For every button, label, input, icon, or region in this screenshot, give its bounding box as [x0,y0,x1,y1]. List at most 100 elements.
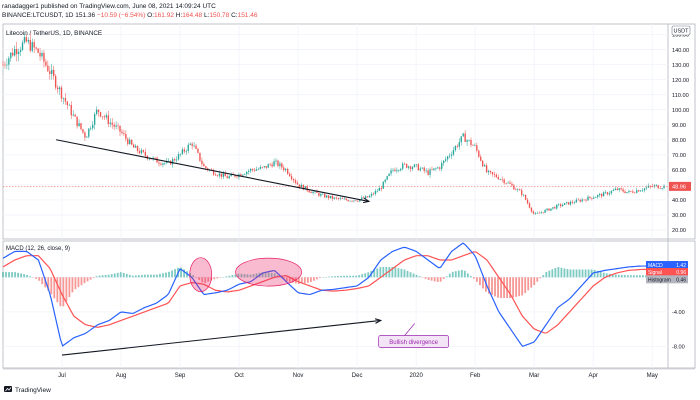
histogram-bar [11,272,13,278]
candle-body [318,192,320,196]
candle-body [604,192,607,193]
histogram-bar [400,268,403,278]
candle-body [419,168,421,171]
candle-body [105,115,108,118]
candle-body [175,159,178,161]
macd-trendline[interactable] [61,319,381,356]
candle-body [480,156,482,161]
candle-body [388,173,390,177]
histogram-bar [243,274,246,278]
histogram-bar [509,277,512,299]
price-tick-label: 30.00 [672,213,686,219]
histogram-bar [352,275,355,278]
candle-body [158,162,160,164]
candle-body [421,167,423,169]
candle-body [115,125,117,127]
candle-body [117,125,119,127]
price-trendline[interactable] [56,139,370,202]
candle-body [199,152,201,161]
histogram-bar [527,277,530,291]
candle-body [554,207,556,209]
histogram-bar [309,277,312,283]
histogram-bar [497,277,499,298]
candle-body [396,170,398,172]
price-tick-label: 130.00 [672,63,689,69]
price-tick-label: 20.00 [672,228,686,234]
candle-body [121,131,123,133]
histogram-bar [542,275,545,278]
histogram-bar [29,276,32,278]
candle-body [591,197,593,199]
candle-body [162,163,164,165]
candle-body [380,188,382,189]
candle-body [363,197,365,199]
histogram-bar [41,277,44,285]
histogram-bar [454,271,457,278]
histogram-bar [2,272,4,278]
candle-body [626,192,628,193]
histogram-bar [146,274,149,278]
annotation-box[interactable] [378,335,449,348]
candle-body [201,160,203,165]
price-pane[interactable]: 150.00 140.00 130.00 120.00 110.00 100.00 90.0… [2,23,696,368]
histogram-bar [246,274,249,278]
candle-body [327,195,330,199]
histogram-bar [183,269,186,278]
candle-body [8,58,10,65]
candle-body [579,199,581,202]
histogram-bar [578,269,581,278]
candle-body [6,64,8,66]
candle-body [376,190,379,192]
candle-body [337,198,340,199]
histogram-bar [44,277,47,288]
candle-body [97,109,100,113]
histogram-bar [518,277,521,297]
histogram-bar [596,270,599,278]
time-tick-label: Oct [234,373,244,379]
histogram-bar [626,275,629,278]
candle-body [343,198,345,200]
candle-body [548,208,550,211]
candle-body [298,184,301,188]
candle-body [597,195,599,198]
macd-line[interactable] [2,242,665,348]
histogram-bar [231,275,234,278]
candle-body [577,199,579,201]
histogram-bar [312,277,315,281]
time-axis[interactable]: Jul Aug Sep Oct Nov Dec 2020 Feb Mar Apr May [3,368,695,379]
candle-body [394,169,396,172]
candle-body [616,188,618,190]
candle-body [425,170,427,172]
histogram-bar [328,276,330,278]
time-tick-label: May [647,373,658,379]
candle-body [487,170,490,173]
price-tick-label: 60.00 [672,168,686,174]
candle-body [41,53,43,57]
candle-body [458,142,460,147]
ohlc-value: 151.46 [237,12,258,19]
highlight-ellipse[interactable] [235,257,302,287]
candle-body [483,165,486,167]
histogram-bar [122,272,125,278]
candle-body [634,192,636,194]
candle-body [509,182,511,184]
candle-body [532,211,535,214]
candle-body [70,104,72,116]
candle-body [210,169,213,171]
histogram-bar [306,277,309,283]
candle-body [93,114,96,125]
candle-body [522,194,525,196]
candle-body [72,114,74,116]
histogram-bar [50,277,53,295]
histogram-bar [469,276,472,278]
candle-body [620,188,622,190]
currency-badge[interactable] [671,25,691,36]
signal-line[interactable] [2,251,665,334]
highlight-ellipse[interactable] [189,257,213,293]
candle-body [288,173,291,177]
histogram-bar [623,275,626,278]
candle-body [368,195,371,198]
candle-body [556,204,558,209]
price-pane-border [2,23,696,240]
